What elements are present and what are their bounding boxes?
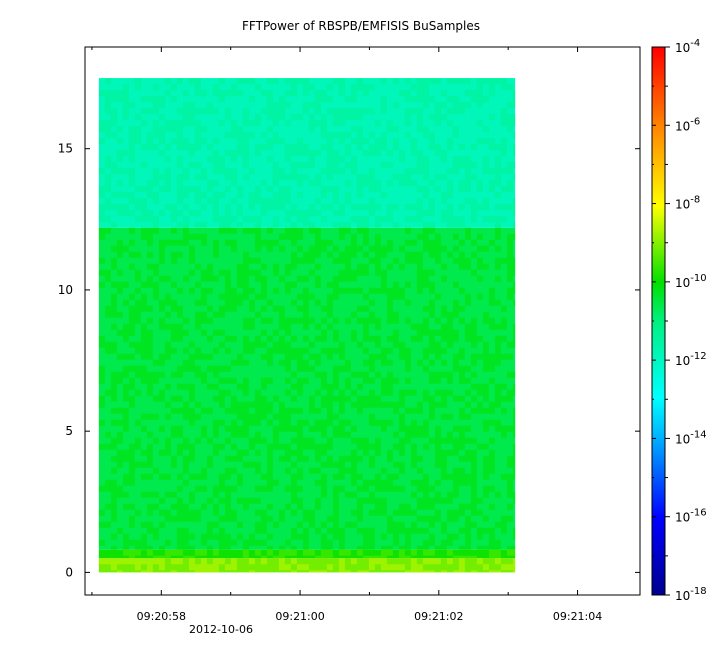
y-tick-label: 0 [65,565,73,579]
power-band-texture [98,78,516,228]
colorbar-tick-label: 10-10 [675,273,707,290]
y-tick-label: 10 [58,283,73,297]
x-tick-label: 09:21:00 [275,610,324,623]
colorbar-tick-label: 10-12 [675,351,707,368]
y-tick-label: 15 [58,142,73,156]
x-date-label: 2012-10-06 [189,623,253,636]
power-band-texture [98,227,516,550]
power-band-texture [98,558,516,573]
colorbar-tick-label: 10-4 [675,38,700,55]
colorbar-tick-label: 10-6 [675,116,700,133]
y-axis: 0 5 10 15 [58,142,640,579]
x-axis: 09:20:58 09:21:00 09:21:02 09:21:04 [91,47,602,623]
chart-title: FFTPower of RBSPB/EMFISIS BuSamples [242,19,480,33]
colorbar-tick-label: 10-18 [675,586,707,603]
x-tick-label: 09:21:02 [414,610,463,623]
colorbar-tick-label: 10-16 [675,508,707,525]
spectrogram-image [98,78,516,573]
x-tick-label: 09:20:58 [137,610,186,623]
colorbar-axis: 10-18 10-16 10-14 10-12 10-10 10-8 10-6 10-4 [652,38,707,603]
colorbar-tick-label: 10-14 [675,429,707,446]
power-band-texture [122,549,516,559]
y-tick-label: 5 [65,424,73,438]
colorbar-tick-label: 10-8 [675,195,700,212]
x-tick-label: 09:21:04 [553,610,602,623]
